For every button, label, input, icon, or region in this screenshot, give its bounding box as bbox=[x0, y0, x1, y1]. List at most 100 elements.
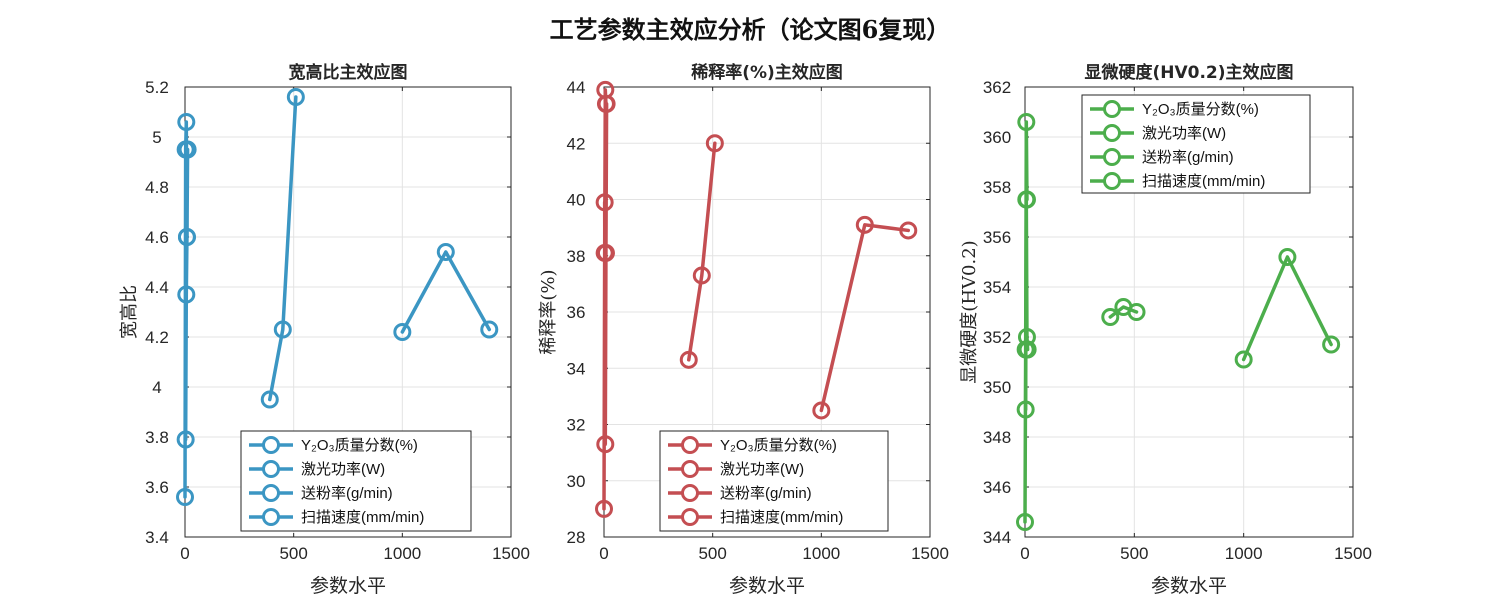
legend-swatch-marker bbox=[1103, 148, 1121, 166]
chart-panel-2: 0 500 1000 1500 28 30 32 34 36 38 40 42 44 稀释率(%)主效应图… bbox=[538, 62, 949, 597]
y-tick-label: 362 bbox=[983, 78, 1011, 97]
y-tick-label: 38 bbox=[567, 247, 586, 266]
data-point bbox=[1234, 350, 1253, 369]
data-point bbox=[692, 266, 711, 285]
legend-label: 扫描速度(mm/min) bbox=[720, 509, 843, 526]
x-axis-label: 参数水平 bbox=[1151, 575, 1227, 597]
legend-swatch-marker bbox=[1103, 100, 1121, 118]
data-point bbox=[176, 430, 195, 449]
legend-label: 扫描速度(mm/min) bbox=[1142, 173, 1265, 190]
series-3 bbox=[679, 134, 724, 369]
legend-swatch-marker bbox=[681, 508, 699, 526]
y-tick-label: 30 bbox=[567, 472, 586, 491]
legend-label: 激光功率(W) bbox=[720, 461, 804, 478]
data-point bbox=[595, 499, 613, 518]
x-tick-label: 1000 bbox=[1225, 544, 1263, 563]
data-point bbox=[260, 390, 279, 409]
series-line bbox=[268, 95, 298, 402]
chart-title: 稀释率(%)主效应图 bbox=[691, 62, 843, 83]
legend-swatch-marker bbox=[262, 508, 280, 526]
x-tick-label: 0 bbox=[180, 544, 189, 563]
data-point bbox=[595, 193, 614, 212]
legend-swatch-marker bbox=[1103, 124, 1121, 142]
series-2 bbox=[176, 140, 197, 449]
data-point bbox=[679, 350, 698, 369]
legend: Y₂O₃质量分数(%) 激光功率(W) 送粉率(g/min) 扫描速度(mm/min) bbox=[240, 430, 472, 532]
y-tick-label: 344 bbox=[983, 528, 1011, 547]
legend-label: 激光功率(W) bbox=[301, 461, 385, 478]
legend-label: 送粉率(g/min) bbox=[720, 485, 812, 502]
y-tick-label: 4.6 bbox=[145, 228, 169, 247]
y-tick-label: 4 bbox=[152, 378, 161, 397]
series-3 bbox=[260, 88, 305, 409]
series-line bbox=[400, 250, 492, 334]
y-tick-label: 36 bbox=[567, 303, 586, 322]
y-axis-label: 显微硬度(HV0.2) bbox=[959, 240, 980, 383]
data-point bbox=[597, 94, 616, 113]
data-point bbox=[1017, 190, 1036, 209]
y-tick-label: 34 bbox=[567, 359, 586, 378]
legend-swatch-marker bbox=[262, 484, 280, 502]
y-tick-label: 360 bbox=[983, 128, 1011, 147]
x-tick-label: 0 bbox=[599, 544, 608, 563]
series-4 bbox=[1234, 248, 1341, 369]
data-point bbox=[178, 140, 197, 159]
series-3 bbox=[1101, 298, 1146, 326]
y-tick-label: 350 bbox=[983, 378, 1011, 397]
x-tick-label: 0 bbox=[1020, 544, 1029, 563]
data-point bbox=[1322, 335, 1341, 354]
data-point bbox=[177, 228, 196, 246]
data-point bbox=[1016, 513, 1034, 531]
x-tick-label: 500 bbox=[698, 544, 726, 563]
chart-panel-3: 0 500 1000 1500 344 346 348 350 352 354 356 358 360 3… bbox=[959, 62, 1372, 597]
y-tick-label: 348 bbox=[983, 428, 1011, 447]
y-axis-label: 宽高比 bbox=[119, 285, 140, 339]
data-point bbox=[176, 488, 194, 506]
data-point bbox=[436, 243, 455, 261]
y-axis-label: 稀释率(%) bbox=[538, 269, 559, 354]
series-4 bbox=[812, 215, 918, 420]
data-point bbox=[1278, 248, 1297, 266]
y-tick-label: 32 bbox=[567, 416, 586, 435]
data-point bbox=[855, 215, 874, 234]
x-axis-label: 参数水平 bbox=[310, 575, 386, 597]
y-tick-label: 44 bbox=[567, 78, 586, 97]
legend-label: Y₂O₃质量分数(%) bbox=[720, 437, 837, 454]
data-point bbox=[177, 285, 196, 304]
y-tick-label: 5.2 bbox=[145, 78, 169, 97]
data-point bbox=[1101, 308, 1120, 326]
data-point bbox=[899, 221, 918, 240]
figure-title: 工艺参数主效应分析（论文图6复现） bbox=[549, 15, 951, 44]
data-point bbox=[1017, 113, 1036, 131]
x-tick-label: 1000 bbox=[383, 544, 421, 563]
data-point bbox=[286, 88, 305, 106]
series-line bbox=[1108, 305, 1139, 319]
data-point bbox=[705, 134, 724, 153]
data-point bbox=[393, 323, 412, 341]
data-point bbox=[596, 435, 615, 454]
y-tick-label: 3.4 bbox=[145, 528, 169, 547]
legend-label: 送粉率(g/min) bbox=[1142, 149, 1234, 166]
series-line bbox=[687, 141, 717, 362]
legend-swatch-marker bbox=[262, 460, 280, 478]
data-point bbox=[177, 113, 196, 131]
y-tick-label: 358 bbox=[983, 178, 1011, 197]
series-2 bbox=[595, 94, 616, 454]
legend-swatch-marker bbox=[262, 436, 280, 454]
y-tick-label: 4.4 bbox=[145, 278, 169, 297]
y-tick-label: 346 bbox=[983, 478, 1011, 497]
series-4 bbox=[393, 243, 499, 341]
x-axis-label: 参数水平 bbox=[729, 575, 805, 597]
data-point bbox=[480, 320, 499, 339]
y-tick-label: 5 bbox=[152, 128, 161, 147]
y-tick-label: 4.8 bbox=[145, 178, 169, 197]
y-tick-label: 4.2 bbox=[145, 328, 169, 347]
x-tick-label: 1500 bbox=[911, 544, 949, 563]
data-point bbox=[1016, 400, 1035, 419]
legend: Y₂O₃质量分数(%) 激光功率(W) 送粉率(g/min) 扫描速度(mm/min) bbox=[659, 430, 889, 532]
legend-label: Y₂O₃质量分数(%) bbox=[301, 437, 418, 454]
series-line bbox=[183, 147, 190, 442]
x-tick-label: 500 bbox=[1120, 544, 1148, 563]
x-tick-label: 1000 bbox=[802, 544, 840, 563]
legend-swatch-marker bbox=[1103, 172, 1121, 190]
